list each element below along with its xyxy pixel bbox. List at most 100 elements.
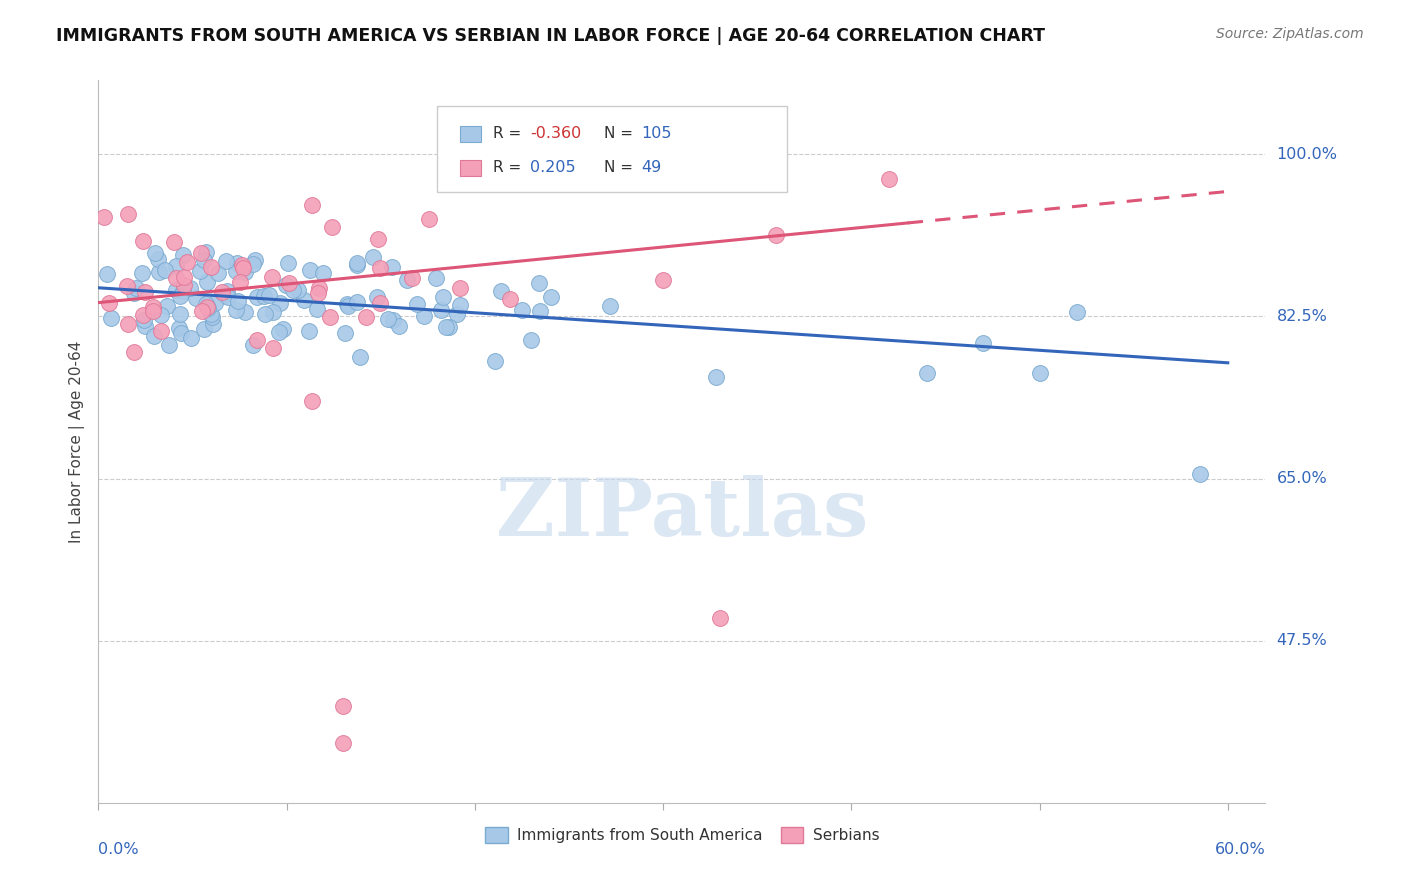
- Point: [301, 394, 323, 409]
- Point: [200, 306, 222, 320]
- Point: [204, 296, 226, 310]
- Point: [652, 273, 675, 287]
- Text: 82.5%: 82.5%: [1277, 309, 1327, 324]
- Point: [193, 253, 215, 268]
- Point: [207, 266, 229, 280]
- Text: 60.0%: 60.0%: [1215, 842, 1265, 856]
- Point: [226, 293, 249, 308]
- Text: 0.0%: 0.0%: [98, 842, 139, 856]
- Point: [405, 297, 427, 311]
- Point: [446, 307, 468, 321]
- Point: [301, 197, 323, 211]
- Point: [190, 245, 212, 260]
- Point: [253, 289, 276, 303]
- Point: [188, 264, 211, 278]
- Point: [148, 252, 170, 267]
- Point: [381, 260, 404, 274]
- Point: [142, 301, 165, 315]
- Point: [401, 271, 423, 285]
- Point: [165, 284, 187, 298]
- Point: [194, 244, 217, 259]
- Point: [262, 305, 284, 319]
- Point: [194, 297, 217, 311]
- Point: [368, 295, 391, 310]
- Point: [336, 297, 359, 311]
- Point: [704, 369, 727, 384]
- Point: [319, 310, 342, 324]
- Point: [413, 309, 436, 323]
- Point: [93, 211, 115, 225]
- Point: [972, 335, 994, 350]
- Point: [169, 307, 191, 321]
- Point: [307, 285, 329, 300]
- Point: [599, 299, 621, 313]
- Point: [335, 326, 357, 340]
- Point: [229, 275, 252, 289]
- Point: [143, 246, 166, 260]
- Point: [418, 212, 440, 227]
- Point: [193, 322, 215, 336]
- Point: [125, 281, 148, 295]
- Point: [197, 301, 219, 315]
- Point: [134, 313, 156, 327]
- Text: 105: 105: [641, 126, 672, 141]
- Point: [366, 290, 388, 304]
- Point: [292, 293, 315, 308]
- Point: [1066, 305, 1088, 319]
- Text: 65.0%: 65.0%: [1277, 471, 1327, 486]
- Point: [142, 304, 165, 318]
- Point: [277, 277, 299, 291]
- FancyBboxPatch shape: [460, 161, 481, 177]
- Point: [439, 320, 461, 334]
- Point: [232, 260, 254, 275]
- Point: [186, 291, 208, 305]
- Point: [170, 326, 193, 340]
- Point: [276, 277, 298, 292]
- Point: [298, 262, 321, 277]
- Point: [98, 295, 121, 310]
- Point: [156, 299, 179, 313]
- Point: [499, 293, 522, 307]
- Point: [434, 319, 457, 334]
- Point: [259, 288, 281, 302]
- Point: [349, 350, 371, 364]
- Text: 47.5%: 47.5%: [1277, 633, 1327, 648]
- Point: [877, 172, 900, 186]
- Point: [262, 341, 284, 355]
- Point: [540, 290, 562, 304]
- Point: [190, 303, 212, 318]
- Point: [915, 366, 938, 380]
- Point: [173, 269, 195, 284]
- Point: [425, 270, 447, 285]
- Point: [308, 281, 330, 295]
- Point: [262, 270, 284, 285]
- Point: [165, 271, 187, 285]
- Point: [115, 279, 138, 293]
- Point: [162, 235, 184, 249]
- Point: [117, 317, 139, 331]
- Point: [172, 248, 194, 262]
- Point: [346, 256, 368, 270]
- Point: [180, 331, 202, 345]
- Text: 0.205: 0.205: [530, 161, 576, 175]
- Point: [96, 267, 118, 281]
- Point: [117, 207, 139, 221]
- Point: [1188, 467, 1211, 481]
- Point: [217, 290, 239, 304]
- Point: [122, 286, 145, 301]
- Point: [1028, 366, 1050, 380]
- Point: [709, 610, 731, 624]
- Point: [122, 345, 145, 359]
- Point: [195, 301, 218, 315]
- Point: [527, 276, 550, 290]
- Point: [529, 304, 551, 318]
- Point: [332, 698, 354, 713]
- Y-axis label: In Labor Force | Age 20-64: In Labor Force | Age 20-64: [69, 341, 84, 542]
- Point: [510, 303, 533, 318]
- Point: [449, 298, 471, 312]
- Point: [449, 281, 471, 295]
- Point: [305, 301, 328, 316]
- Point: [519, 334, 541, 348]
- Point: [277, 256, 299, 270]
- Point: [491, 284, 513, 298]
